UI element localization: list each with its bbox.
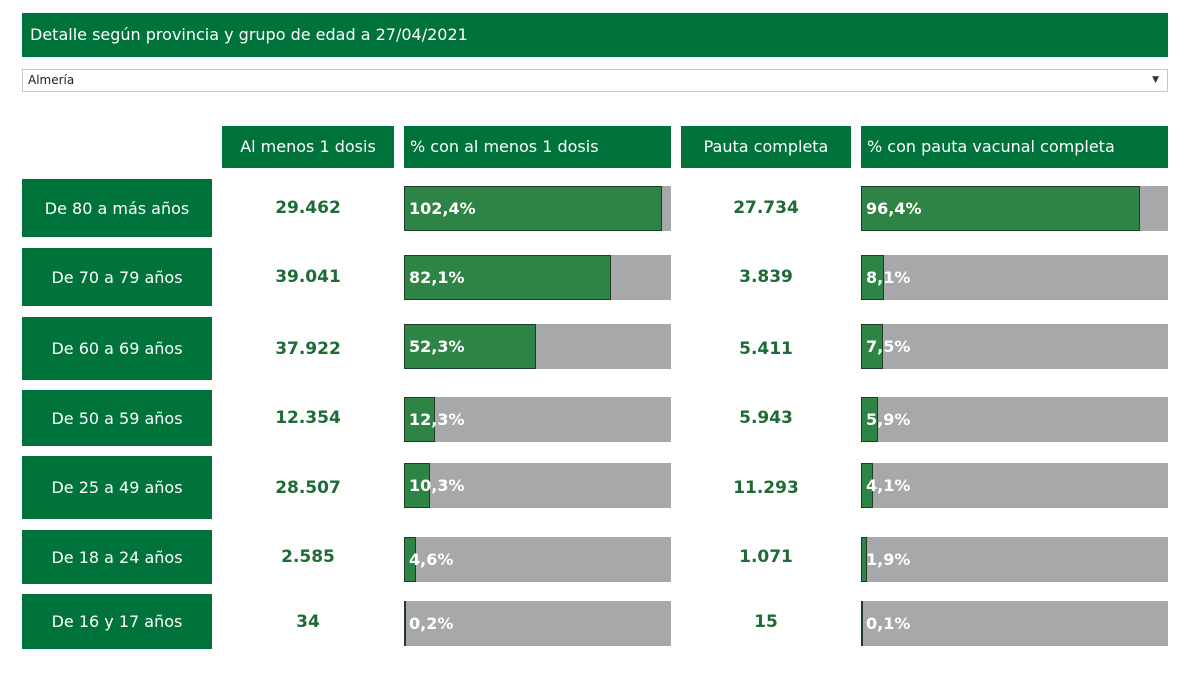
chevron-down-icon[interactable]: ▼ [1152,75,1159,85]
pct-pauta-completa-label: 8,1% [866,268,911,287]
pct-pauta-completa-bar [861,255,885,300]
row-label: De 80 a más años [22,179,212,237]
value-pauta-completa: 11.293 [733,477,799,498]
row-label: De 16 y 17 años [22,594,212,649]
pct-al-menos-1-dosis-track: 12,3% [404,397,671,442]
pct-al-menos-1-dosis-track: 10,3% [404,463,671,508]
value-al-menos-1-dosis: 2.585 [281,547,335,567]
value-al-menos-1-dosis: 12.354 [275,408,341,428]
pct-pauta-completa-label: 7,5% [866,337,911,356]
pct-pauta-completa-bar [861,324,883,369]
pct-pauta-completa-track: 8,1% [861,255,1168,300]
pct-al-menos-1-dosis-bar [404,601,406,646]
pct-al-menos-1-dosis-label: 4,6% [409,550,454,569]
row-label: De 50 a 59 años [22,390,212,446]
pct-al-menos-1-dosis-track: 82,1% [404,255,671,300]
pct-pauta-completa-label: 4,1% [866,476,911,495]
pct-pauta-completa-label: 0,1% [866,614,911,633]
pct-al-menos-1-dosis-track: 0,2% [404,601,671,646]
pct-al-menos-1-dosis-bar [404,186,662,231]
pct-al-menos-1-dosis-label: 0,2% [409,614,454,633]
pct-al-menos-1-dosis-label: 12,3% [409,410,465,429]
value-al-menos-1-dosis: 29.462 [275,198,341,218]
header-al-menos-1-dosis: Al menos 1 dosis [222,126,394,168]
pct-pauta-completa-track: 1,9% [861,537,1168,582]
pct-pauta-completa-track: 5,9% [861,397,1168,442]
value-al-menos-1-dosis: 37.922 [275,338,341,359]
value-al-menos-1-dosis: 34 [296,611,320,632]
value-pauta-completa: 15 [754,611,778,632]
header-pct-pauta-completa: % con pauta vacunal completa [861,126,1168,168]
row-label: De 70 a 79 años [22,248,212,306]
pct-al-menos-1-dosis-track: 4,6% [404,537,671,582]
pct-pauta-completa-label: 96,4% [866,199,922,218]
pct-pauta-completa-track: 4,1% [861,463,1168,508]
value-pauta-completa: 1.071 [739,547,793,567]
pct-pauta-completa-bar [861,397,879,442]
pct-pauta-completa-bar [861,186,1141,231]
pct-al-menos-1-dosis-bar [404,397,435,442]
pct-al-menos-1-dosis-label: 82,1% [409,268,465,287]
province-select[interactable]: Almería ▼ [22,69,1168,92]
pct-pauta-completa-label: 5,9% [866,410,911,429]
pct-pauta-completa-bar [861,537,867,582]
pct-al-menos-1-dosis-label: 52,3% [409,337,465,356]
value-pauta-completa: 3.839 [739,267,793,287]
pct-al-menos-1-dosis-track: 52,3% [404,324,671,369]
page-title: Detalle según provincia y grupo de edad … [22,13,1168,57]
value-al-menos-1-dosis: 28.507 [275,477,341,498]
row-label: De 25 a 49 años [22,456,212,519]
value-pauta-completa: 5.411 [739,338,793,359]
pct-al-menos-1-dosis-track: 102,4% [404,186,671,231]
pct-pauta-completa-bar [861,601,863,646]
header-pauta-completa: Pauta completa [681,126,851,168]
pct-al-menos-1-dosis-label: 10,3% [409,476,465,495]
pct-al-menos-1-dosis-bar [404,463,430,508]
pct-al-menos-1-dosis-bar [404,537,416,582]
pct-pauta-completa-bar [861,463,873,508]
province-select-value: Almería [28,73,75,87]
value-pauta-completa: 27.734 [733,198,799,218]
pct-al-menos-1-dosis-bar [404,255,611,300]
pct-pauta-completa-track: 0,1% [861,601,1168,646]
pct-al-menos-1-dosis-bar [404,324,536,369]
value-pauta-completa: 5.943 [739,408,793,428]
row-label: De 18 a 24 años [22,530,212,584]
pct-al-menos-1-dosis-label: 102,4% [409,199,476,218]
pct-pauta-completa-track: 7,5% [861,324,1168,369]
pct-pauta-completa-label: 1,9% [866,550,911,569]
header-pct-al-menos-1-dosis: % con al menos 1 dosis [404,126,671,168]
value-al-menos-1-dosis: 39.041 [275,267,341,287]
pct-pauta-completa-track: 96,4% [861,186,1168,231]
row-label: De 60 a 69 años [22,317,212,380]
